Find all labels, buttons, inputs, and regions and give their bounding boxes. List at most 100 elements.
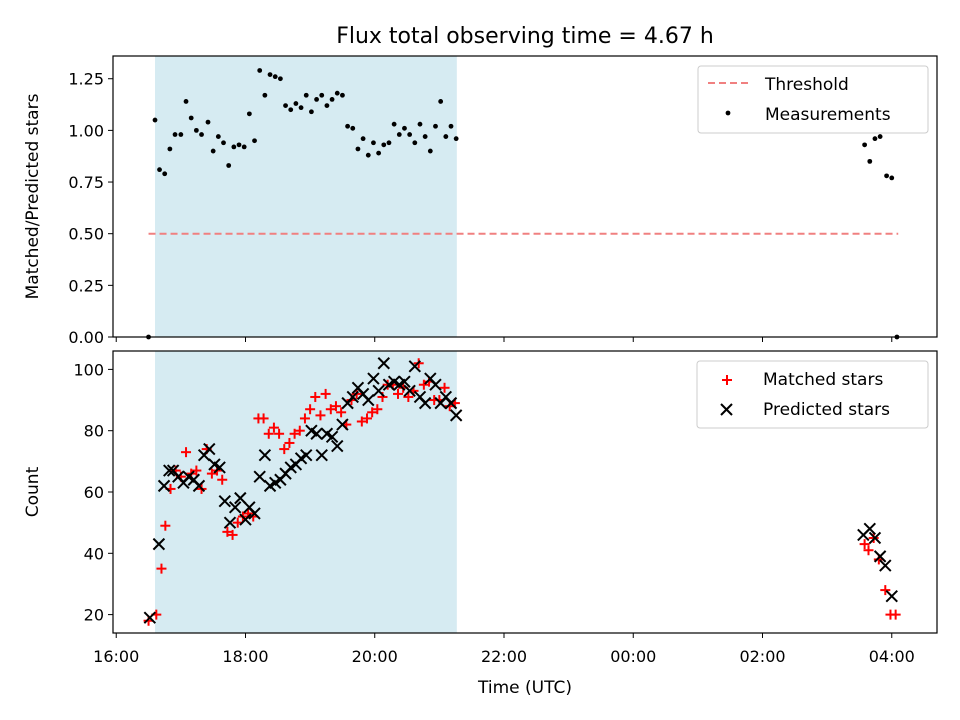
measurement-point — [867, 158, 873, 164]
measurement-point — [884, 173, 889, 179]
matched-star-point — [289, 428, 300, 439]
measurement-point — [376, 150, 382, 156]
matched-star-point — [418, 379, 429, 390]
measurement-point — [889, 175, 895, 181]
measurement-point — [438, 99, 444, 104]
predicted-star-point — [143, 611, 157, 624]
predicted-star-point — [239, 513, 252, 526]
top-y-ticks: 0.00 0.25 0.50 0.75 1.00 1.25 — [68, 70, 113, 347]
x-tick-label: 02:00 — [739, 647, 785, 666]
top-y-axis-label: Matched/Predicted stars — [23, 93, 43, 299]
bottom-y-ticks: 20 40 60 80 100 — [73, 360, 113, 625]
measurement-point — [172, 132, 178, 137]
measurement-point — [262, 92, 268, 98]
measurement-point — [309, 109, 314, 115]
measurement-point — [188, 115, 194, 121]
predicted-star-point — [449, 409, 463, 422]
matched-star-point — [367, 407, 378, 418]
predicted-star-point — [362, 393, 375, 407]
matched-star-point — [372, 404, 383, 415]
bottom-x-ticks: 16:00 18:00 20:00 22:00 00:00 02:00 04:00 — [93, 633, 915, 666]
predicted-star-point — [429, 378, 442, 391]
predicted-star-point — [325, 430, 339, 444]
predicted-star-point — [218, 494, 232, 508]
matched-star-point — [305, 404, 316, 415]
y-tick-label: 1.25 — [68, 70, 104, 89]
matched-star-point — [299, 413, 310, 424]
matched-star-point — [880, 585, 891, 596]
measurement-point — [205, 119, 211, 125]
legend-measurements-swatch — [725, 110, 731, 116]
matched-star-point — [206, 468, 217, 479]
x-tick-label: 22:00 — [481, 647, 527, 666]
y-tick-label: 0.75 — [68, 173, 104, 192]
measurement-point — [412, 140, 418, 146]
measurement-point — [314, 96, 319, 102]
measurement-point — [872, 136, 878, 142]
measurement-point — [246, 111, 252, 117]
predicted-star-point — [336, 418, 349, 431]
matched-star-point — [310, 391, 321, 402]
measurement-point — [193, 127, 199, 133]
measurement-point — [231, 144, 237, 150]
measurement-point — [221, 140, 226, 146]
measurement-point — [199, 132, 204, 137]
y-tick-label: 0.00 — [68, 328, 104, 347]
bottom-y-axis-label: Count — [23, 466, 43, 517]
predicted-star-point — [873, 550, 887, 563]
legend-predicted-label: Predicted stars — [763, 400, 890, 420]
predicted-star-point — [310, 427, 323, 440]
matched-star-point — [393, 388, 404, 399]
measurement-point — [381, 142, 387, 148]
measurement-point — [319, 92, 325, 98]
matched-star-point — [356, 416, 367, 427]
observing-window-span — [155, 56, 457, 337]
predicted-star-point — [346, 390, 359, 404]
legend-threshold-label: Threshold — [764, 75, 849, 95]
y-tick-label: 0.50 — [68, 225, 104, 244]
predicted-star-point — [372, 384, 385, 398]
top-legend-box — [697, 65, 929, 134]
measurement-point — [427, 148, 433, 154]
matched-star-point — [863, 545, 874, 556]
measurement-point — [288, 107, 294, 113]
predicted-star-point — [223, 516, 237, 529]
matched-star-point — [181, 447, 192, 458]
matched-star-point — [258, 413, 269, 424]
measurement-point — [272, 74, 278, 80]
predicted-star-point — [398, 375, 411, 388]
matched-star-point — [160, 520, 171, 531]
x-tick-label: 00:00 — [610, 647, 656, 666]
predicted-star-point — [152, 537, 166, 551]
measurement-point — [183, 99, 189, 104]
predicted-star-point — [258, 449, 272, 462]
predicted-star-point — [300, 449, 313, 462]
matched-star-point — [330, 401, 341, 412]
top-legend: Threshold Measurements — [697, 65, 929, 134]
matched-star-point — [315, 410, 326, 421]
predicted-star-point — [418, 396, 432, 410]
matched-star-point — [156, 563, 167, 574]
measurement-point — [365, 152, 371, 158]
measurement-point — [157, 167, 162, 173]
legend-measurements-label: Measurements — [765, 105, 891, 125]
predicted-star-point — [248, 507, 261, 520]
top-axes-frame — [112, 55, 938, 338]
measurement-point — [433, 123, 438, 129]
matched-star-point — [222, 526, 233, 537]
measurement-point — [345, 123, 350, 129]
x-tick-label: 18:00 — [222, 647, 268, 666]
measurement-point — [210, 148, 216, 154]
matched-star-point — [279, 444, 290, 455]
predicted-star-point — [203, 442, 216, 456]
matched-star-point — [191, 465, 202, 476]
matched-star-point — [320, 388, 331, 399]
predicted-star-point — [408, 360, 422, 373]
y-tick-label: 20 — [84, 606, 104, 625]
top-highlight-span — [155, 56, 457, 337]
y-tick-label: 1.00 — [68, 121, 104, 140]
measurement-point — [241, 144, 247, 150]
measurement-point — [162, 171, 168, 177]
measurement-point — [152, 117, 158, 123]
